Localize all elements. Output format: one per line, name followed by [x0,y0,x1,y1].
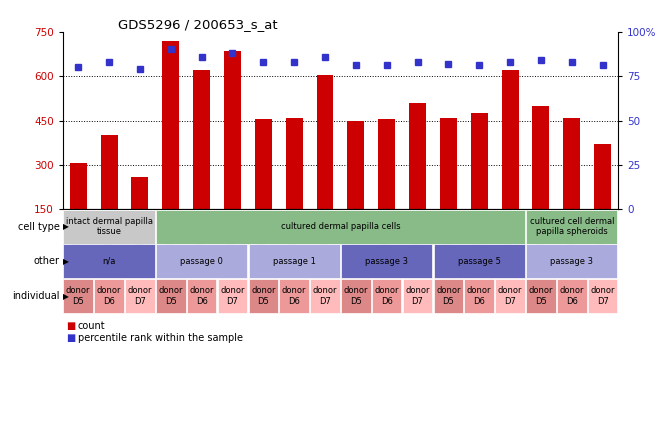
Text: other: other [34,256,59,266]
Bar [132,177,148,209]
Bar [317,74,334,209]
Text: individual: individual [12,291,59,301]
Text: passage 1: passage 1 [273,257,315,266]
Bar [533,106,549,209]
Bar [563,118,580,209]
Bar [286,118,303,209]
Text: donor
D7: donor D7 [498,286,522,306]
Text: ■: ■ [66,321,75,331]
Bar [224,51,241,209]
Text: donor
D5: donor D5 [436,286,461,306]
Text: donor
D5: donor D5 [66,286,91,306]
Text: cultured dermal papilla cells: cultured dermal papilla cells [281,222,400,231]
Text: donor
D7: donor D7 [590,286,615,306]
Text: donor
D7: donor D7 [313,286,337,306]
Text: donor
D6: donor D6 [97,286,122,306]
Text: cultured cell dermal
papilla spheroids: cultured cell dermal papilla spheroids [529,217,614,236]
Text: GDS5296 / 200653_s_at: GDS5296 / 200653_s_at [118,18,278,30]
Text: percentile rank within the sample: percentile rank within the sample [78,333,243,343]
Text: ▶: ▶ [63,291,69,301]
Text: passage 5: passage 5 [458,257,500,266]
Bar [502,70,519,209]
Text: donor
D6: donor D6 [467,286,492,306]
Text: donor
D5: donor D5 [529,286,553,306]
Text: donor
D5: donor D5 [251,286,276,306]
Bar [193,70,210,209]
Bar [378,119,395,209]
Text: passage 0: passage 0 [180,257,223,266]
Text: donor
D6: donor D6 [282,286,307,306]
Text: n/a: n/a [102,257,116,266]
Text: passage 3: passage 3 [365,257,408,266]
Bar [409,103,426,209]
Bar [255,119,272,209]
Text: donor
D5: donor D5 [344,286,368,306]
Bar [70,164,87,209]
Text: ▶: ▶ [63,222,69,231]
Bar [594,144,611,209]
Bar [163,41,179,209]
Text: donor
D7: donor D7 [220,286,245,306]
Text: donor
D6: donor D6 [189,286,214,306]
Text: ■: ■ [66,333,75,343]
Bar [471,113,488,209]
Text: passage 3: passage 3 [550,257,594,266]
Bar [100,135,118,209]
Text: donor
D7: donor D7 [405,286,430,306]
Text: donor
D5: donor D5 [159,286,183,306]
Text: donor
D7: donor D7 [128,286,152,306]
Text: count: count [78,321,106,331]
Bar [440,118,457,209]
Text: donor
D6: donor D6 [374,286,399,306]
Text: cell type: cell type [18,222,59,232]
Bar [348,121,364,209]
Text: intact dermal papilla
tissue: intact dermal papilla tissue [65,217,153,236]
Text: donor
D6: donor D6 [559,286,584,306]
Text: ▶: ▶ [63,257,69,266]
